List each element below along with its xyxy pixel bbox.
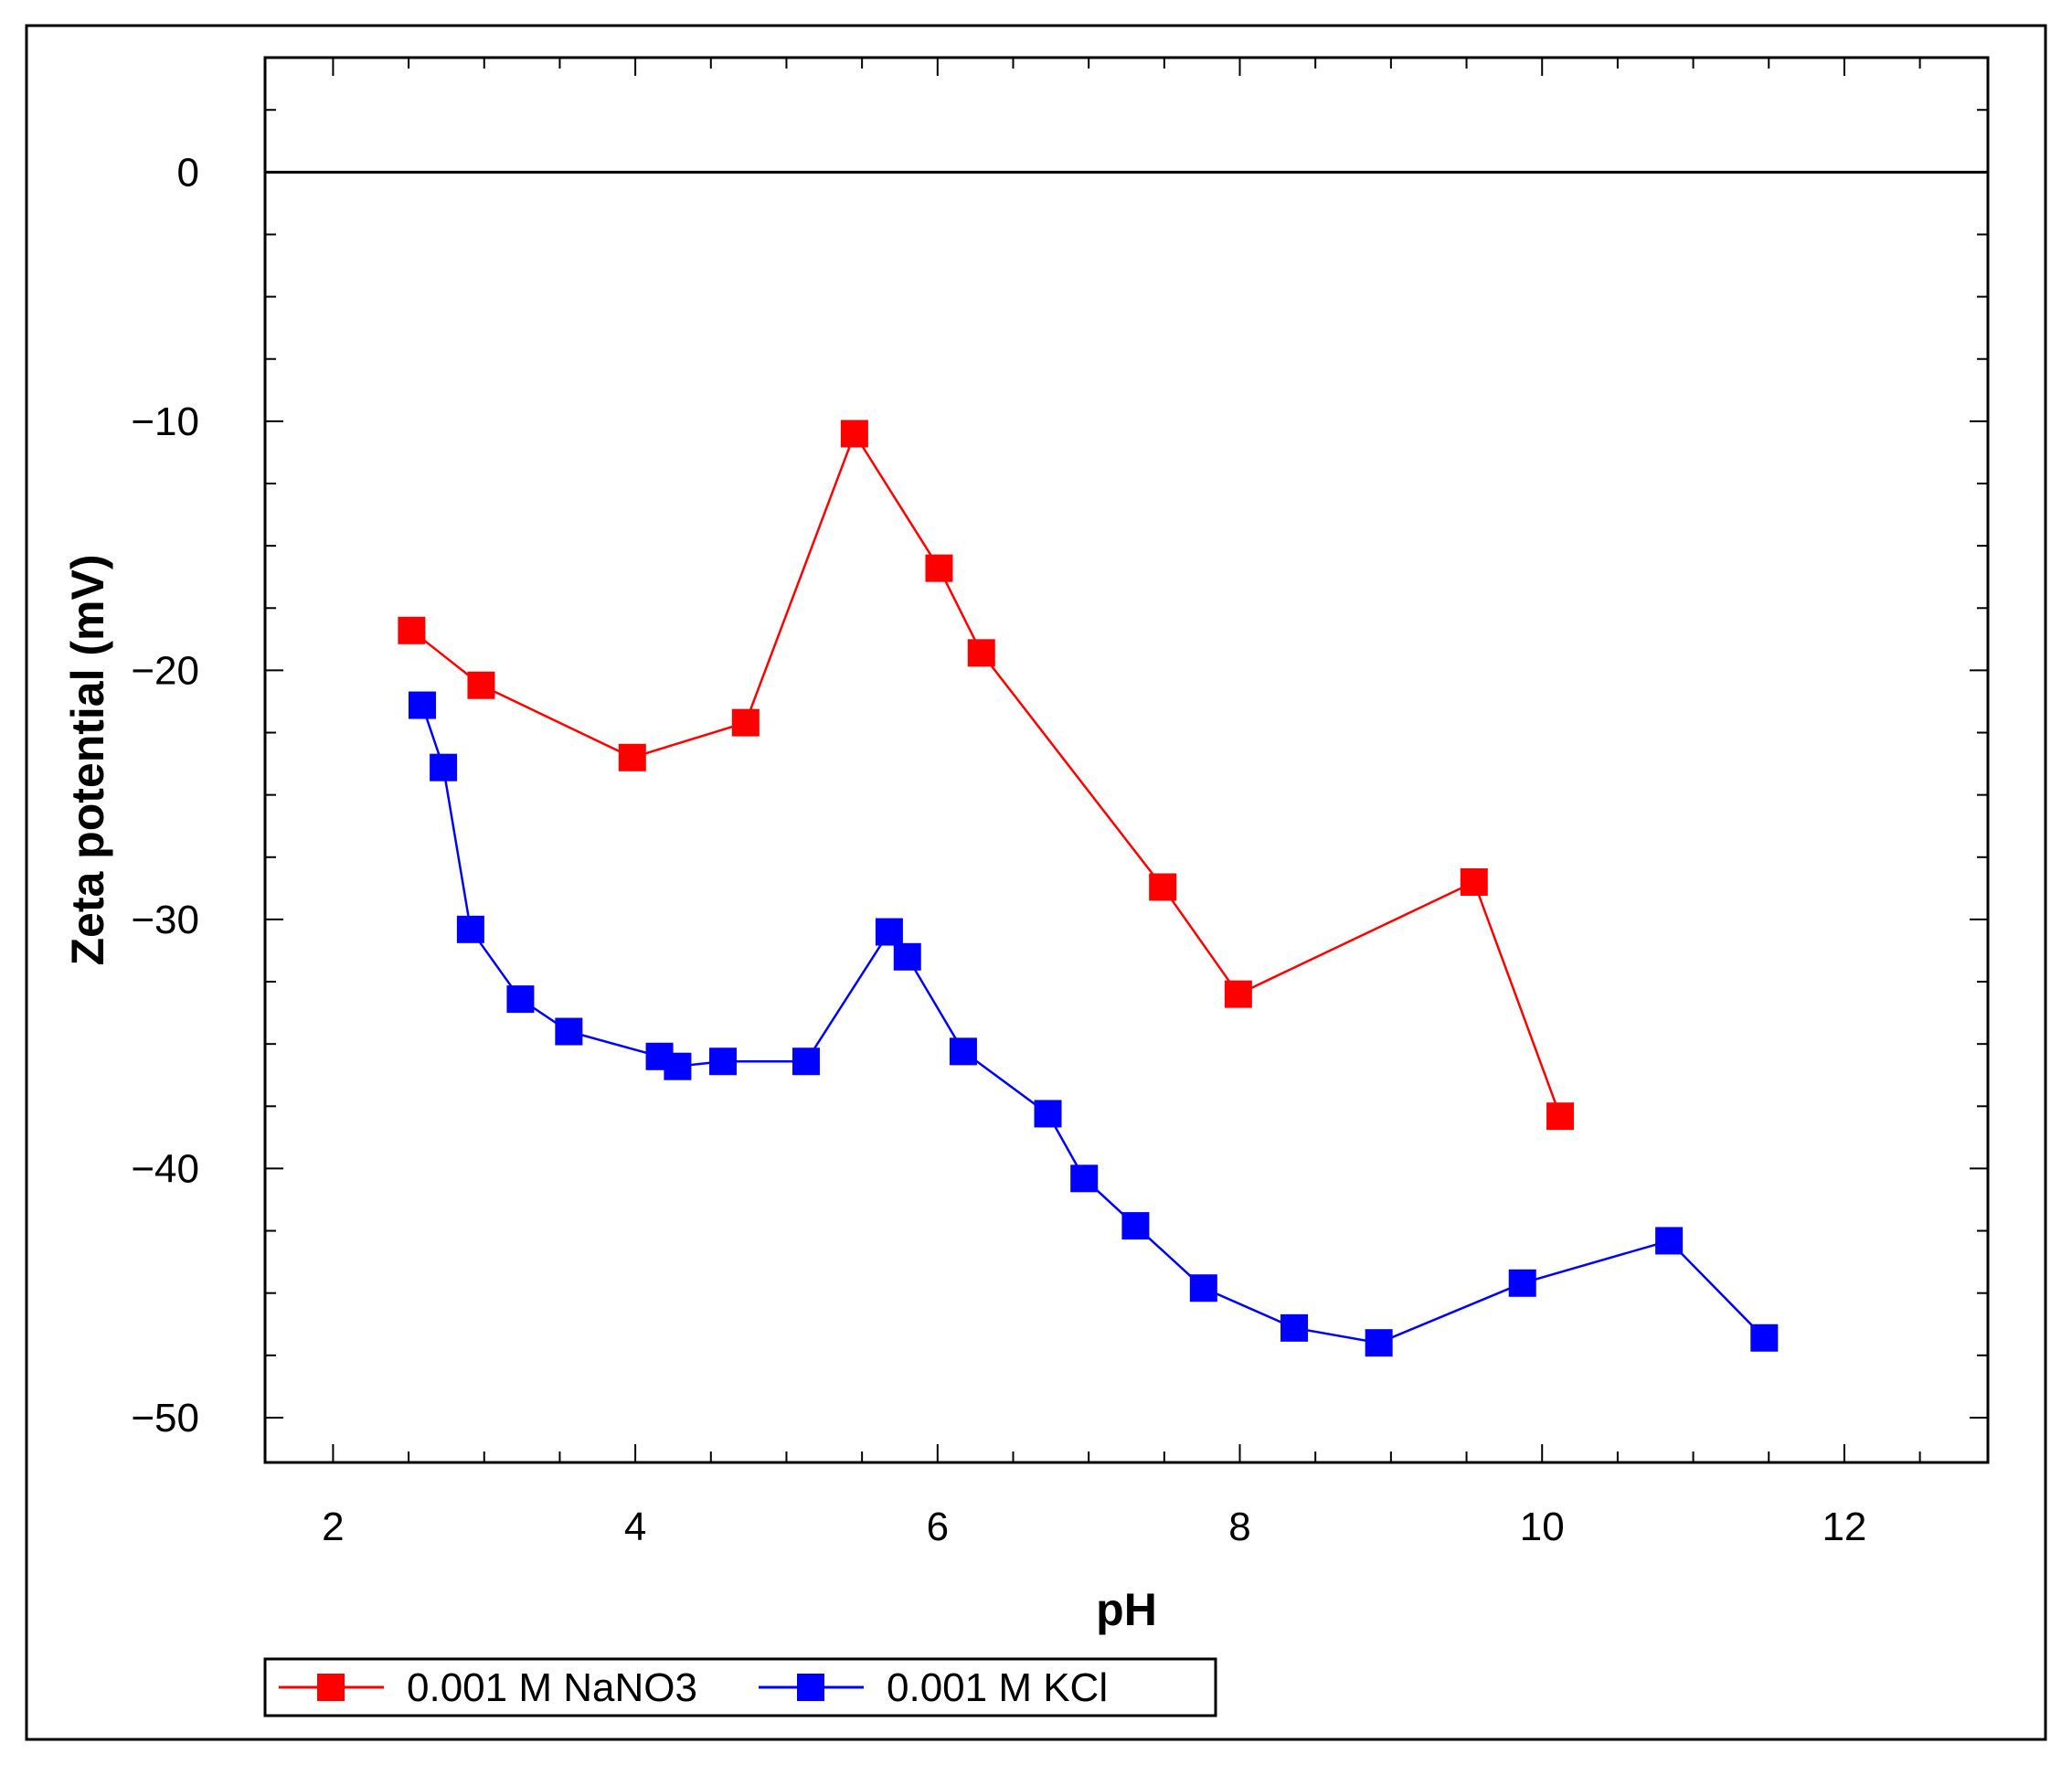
data-point-series-2 bbox=[1034, 1100, 1062, 1128]
data-point-series-1 bbox=[840, 420, 868, 448]
x-axis-label: pH bbox=[1096, 1584, 1157, 1635]
x-tick-label: 2 bbox=[322, 1505, 344, 1549]
legend-label-2: 0.001 M KCl bbox=[887, 1665, 1108, 1710]
legend-marker-1 bbox=[317, 1674, 345, 1701]
data-point-series-1 bbox=[1460, 868, 1488, 897]
data-point-series-2 bbox=[1070, 1164, 1099, 1193]
data-point-series-1 bbox=[467, 671, 495, 699]
data-point-series-1 bbox=[398, 616, 426, 644]
data-point-series-2 bbox=[430, 753, 458, 781]
data-point-series-1 bbox=[1224, 980, 1252, 1008]
y-tick-label: −40 bbox=[131, 1146, 199, 1191]
data-point-series-1 bbox=[925, 554, 953, 582]
data-point-series-2 bbox=[875, 918, 903, 946]
data-point-series-2 bbox=[1189, 1274, 1217, 1302]
outer-frame bbox=[25, 24, 2047, 1741]
legend-box bbox=[263, 1657, 1217, 1717]
y-axis-label: Zeta potential (mV) bbox=[62, 554, 113, 965]
data-point-series-2 bbox=[555, 1017, 583, 1046]
data-point-series-2 bbox=[949, 1037, 977, 1066]
legend-label-1: 0.001 M NaNO3 bbox=[407, 1665, 697, 1710]
data-point-series-2 bbox=[1365, 1329, 1393, 1357]
data-point-series-2 bbox=[506, 985, 535, 1014]
x-tick-label: 12 bbox=[1822, 1505, 1866, 1549]
data-point-series-2 bbox=[1655, 1227, 1684, 1255]
data-point-series-2 bbox=[1280, 1313, 1309, 1342]
data-point-series-1 bbox=[618, 743, 646, 771]
data-point-series-2 bbox=[1750, 1324, 1779, 1352]
data-point-series-2 bbox=[709, 1047, 738, 1076]
data-point-series-2 bbox=[456, 915, 484, 943]
data-point-series-2 bbox=[792, 1047, 820, 1076]
data-point-series-1 bbox=[731, 708, 760, 737]
y-tick-label: −10 bbox=[131, 399, 199, 444]
y-tick-label: 0 bbox=[177, 150, 199, 195]
plot-area: 0 −10 −20 −30 −40 −50 2 4 6 8 10 12 bbox=[131, 56, 1990, 1549]
data-point-series-2 bbox=[893, 942, 921, 971]
plot-border bbox=[263, 56, 1990, 1464]
x-tick-label: 6 bbox=[927, 1505, 949, 1549]
legend: 0.001 M NaNO3 0.001 M KCl bbox=[263, 1657, 1217, 1717]
x-tick-label: 8 bbox=[1228, 1505, 1250, 1549]
legend-marker-2 bbox=[797, 1674, 824, 1701]
y-tick-label: −30 bbox=[131, 898, 199, 942]
data-point-series-1 bbox=[1149, 873, 1177, 901]
x-tick-label: 4 bbox=[624, 1505, 646, 1549]
y-tick-label: −50 bbox=[131, 1396, 199, 1441]
data-point-series-2 bbox=[1121, 1212, 1150, 1240]
data-point-series-1 bbox=[967, 639, 995, 667]
data-point-series-1 bbox=[1546, 1102, 1575, 1131]
y-tick-label: −20 bbox=[131, 648, 199, 693]
x-tick-label: 10 bbox=[1520, 1505, 1565, 1549]
data-point-series-2 bbox=[408, 691, 436, 719]
data-point-series-2 bbox=[664, 1052, 692, 1080]
data-point-series-2 bbox=[1508, 1269, 1536, 1297]
